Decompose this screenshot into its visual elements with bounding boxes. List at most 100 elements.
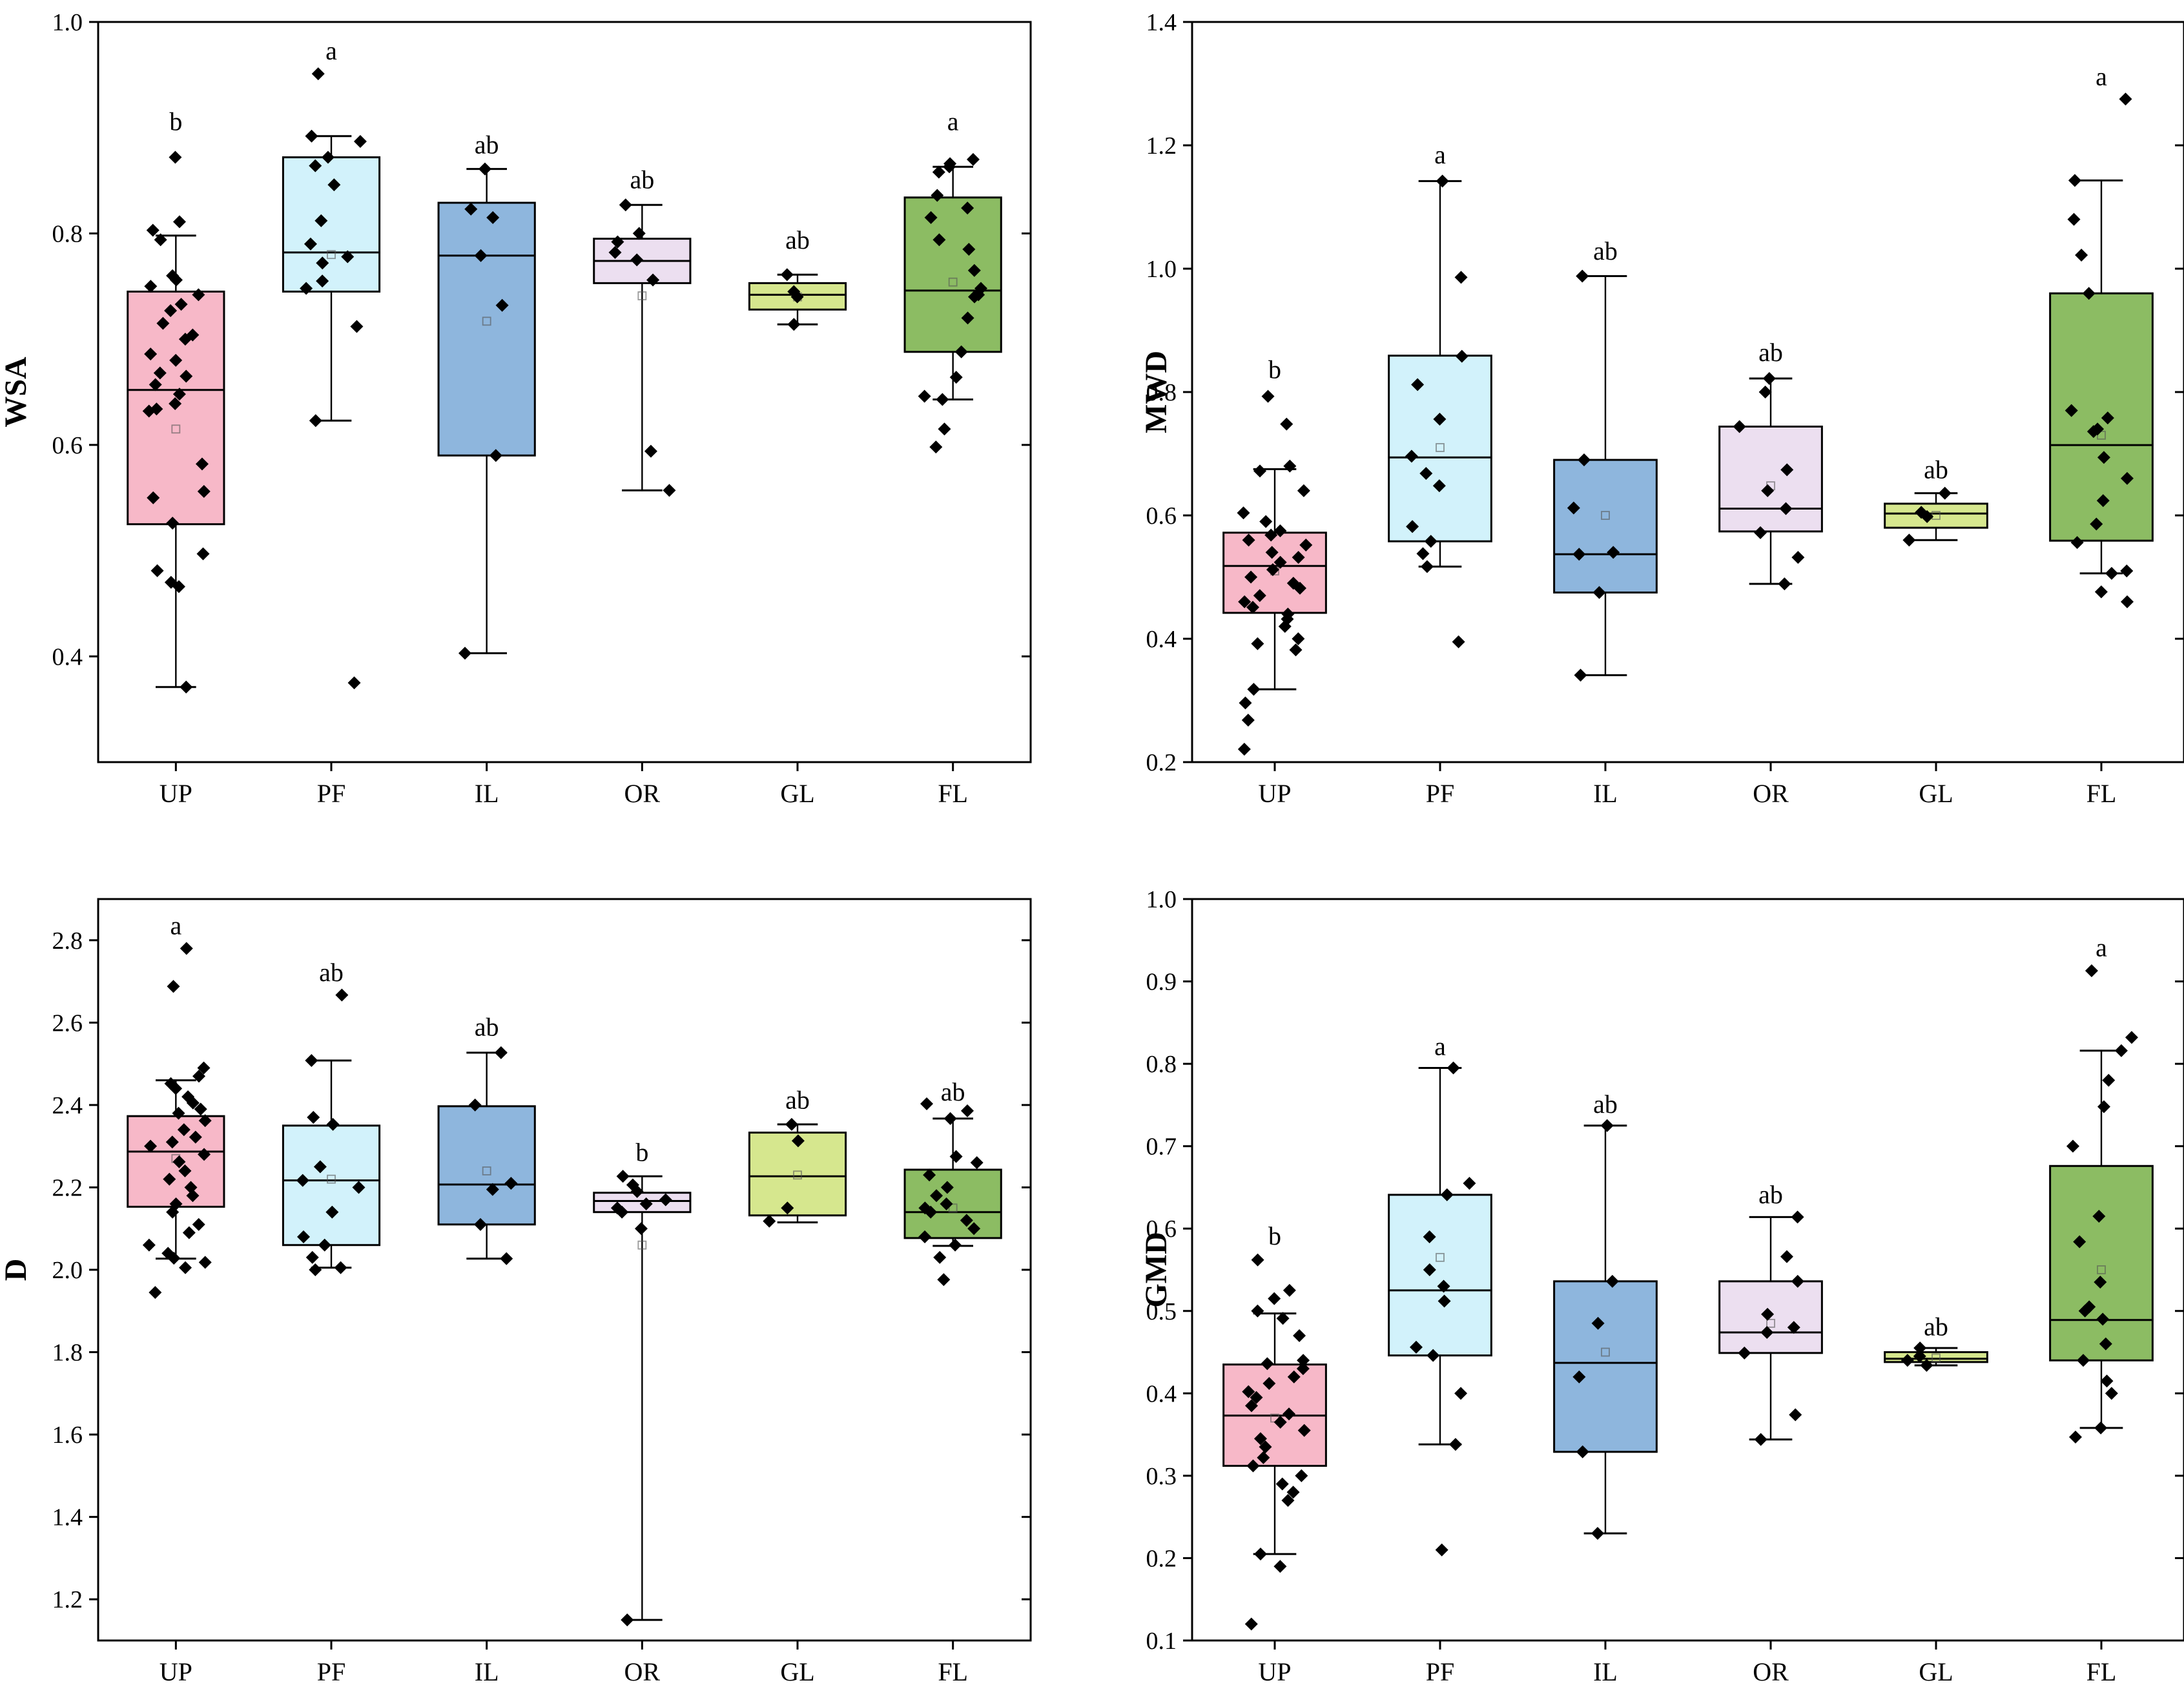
data-point — [489, 449, 502, 462]
data-point — [949, 1150, 963, 1163]
y-tick-label: 0.6 — [52, 432, 83, 459]
data-point — [149, 378, 162, 391]
data-point — [918, 1230, 932, 1243]
data-point — [1576, 1445, 1589, 1458]
data-point — [1432, 479, 1446, 493]
x-tick-label: IL — [475, 1657, 499, 1686]
data-point — [630, 1185, 644, 1198]
data-point — [632, 227, 646, 240]
significance-letter: ab — [475, 130, 499, 160]
x-tick-label: OR — [1753, 1657, 1789, 1686]
data-point — [1244, 1399, 1258, 1413]
y-tick-label: 0.8 — [1146, 379, 1177, 406]
significance-letter: ab — [1924, 455, 1948, 484]
data-point — [1239, 696, 1252, 710]
data-point — [1283, 1283, 1296, 1297]
x-tick-label: FL — [938, 779, 968, 808]
significance-letter: ab — [785, 225, 810, 254]
significance-letter: ab — [319, 958, 344, 987]
data-point — [966, 152, 980, 166]
data-point — [938, 422, 951, 436]
data-point — [1423, 1230, 1436, 1243]
data-point — [1264, 528, 1278, 542]
significance-letter: b — [635, 1138, 648, 1167]
data-point — [1237, 742, 1251, 756]
data-point — [929, 440, 943, 454]
data-point — [1292, 632, 1305, 645]
data-point — [1576, 269, 1589, 283]
data-point — [943, 160, 956, 174]
data-point — [1591, 1316, 1605, 1330]
data-point — [608, 245, 622, 259]
data-point — [968, 290, 982, 304]
data-point — [949, 1238, 962, 1252]
data-point — [486, 1183, 499, 1196]
data-point — [1283, 1407, 1296, 1421]
data-point — [967, 264, 981, 277]
data-point — [172, 215, 186, 229]
significance-letter: ab — [941, 1077, 965, 1106]
data-point — [1273, 555, 1287, 569]
chart-panel-gmd: 0.1 0.2 0.3 0.4 0.5 0.6 0.7 0.8 0.9 1.0 GMD UP b PF a I… — [1139, 886, 2184, 1686]
data-point — [318, 1238, 331, 1252]
data-point — [1265, 546, 1279, 559]
data-point — [920, 1097, 934, 1110]
data-point — [327, 178, 341, 192]
data-point — [1242, 1385, 1255, 1398]
data-point — [2097, 451, 2110, 464]
data-point — [142, 404, 156, 418]
data-point — [186, 1189, 200, 1203]
data-point — [464, 202, 478, 216]
significance-letter: ab — [630, 165, 654, 194]
data-point — [304, 237, 317, 251]
data-point — [1287, 1370, 1301, 1383]
data-point — [166, 517, 180, 530]
significance-letter: a — [170, 911, 181, 940]
data-point — [1791, 550, 1805, 564]
x-tick-label: IL — [475, 779, 499, 808]
data-point — [311, 67, 325, 81]
data-point — [1423, 1263, 1436, 1276]
data-point — [1247, 683, 1261, 696]
data-point — [2105, 1387, 2118, 1400]
data-point — [165, 1135, 179, 1149]
data-point — [468, 1098, 482, 1112]
significance-letter: a — [1434, 140, 1446, 169]
data-point — [1276, 1312, 1290, 1325]
significance-letter: a — [325, 36, 337, 65]
data-point — [1293, 581, 1306, 595]
data-point — [954, 345, 968, 358]
data-point — [2120, 595, 2134, 608]
mean-marker — [482, 1166, 491, 1175]
data-point — [1246, 601, 1259, 614]
y-tick-label: 1.0 — [52, 9, 83, 36]
data-point — [1921, 510, 1934, 523]
data-point — [167, 980, 180, 993]
data-point — [663, 484, 676, 497]
plot-frame — [97, 21, 1032, 763]
data-point — [1463, 1177, 1476, 1190]
data-point — [1424, 535, 1437, 548]
data-point — [296, 1174, 309, 1187]
data-point — [334, 1261, 347, 1274]
data-point — [325, 1205, 339, 1219]
data-point — [1791, 1210, 1804, 1224]
data-point — [504, 1177, 518, 1190]
x-tick-label: UP — [1258, 779, 1291, 808]
data-point — [192, 288, 205, 302]
data-point — [1297, 1423, 1311, 1437]
data-point — [1250, 1391, 1263, 1404]
data-point — [147, 491, 160, 504]
data-point — [172, 1106, 185, 1120]
data-point — [300, 282, 313, 295]
data-point — [1572, 1370, 1586, 1383]
data-point — [962, 242, 976, 256]
y-tick-label: 0.2 — [1146, 749, 1177, 776]
data-point — [970, 1156, 984, 1170]
box-il — [1553, 459, 1658, 594]
data-point — [1275, 1477, 1289, 1491]
data-point — [1283, 459, 1297, 473]
box-fl — [903, 196, 1002, 353]
data-point — [314, 214, 328, 227]
significance-letter: ab — [1758, 338, 1783, 367]
